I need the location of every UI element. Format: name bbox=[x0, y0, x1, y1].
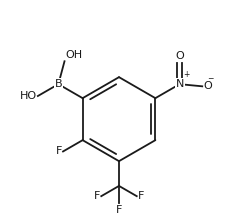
Text: F: F bbox=[116, 205, 122, 215]
Text: O: O bbox=[175, 51, 184, 61]
Text: B: B bbox=[55, 79, 62, 89]
Text: −: − bbox=[208, 74, 214, 83]
Text: F: F bbox=[93, 191, 100, 201]
Text: O: O bbox=[204, 81, 213, 91]
Text: F: F bbox=[138, 191, 145, 201]
Text: +: + bbox=[183, 70, 190, 79]
Text: HO: HO bbox=[20, 91, 37, 101]
Text: N: N bbox=[175, 79, 184, 89]
Text: OH: OH bbox=[66, 50, 83, 60]
Text: F: F bbox=[56, 146, 62, 157]
